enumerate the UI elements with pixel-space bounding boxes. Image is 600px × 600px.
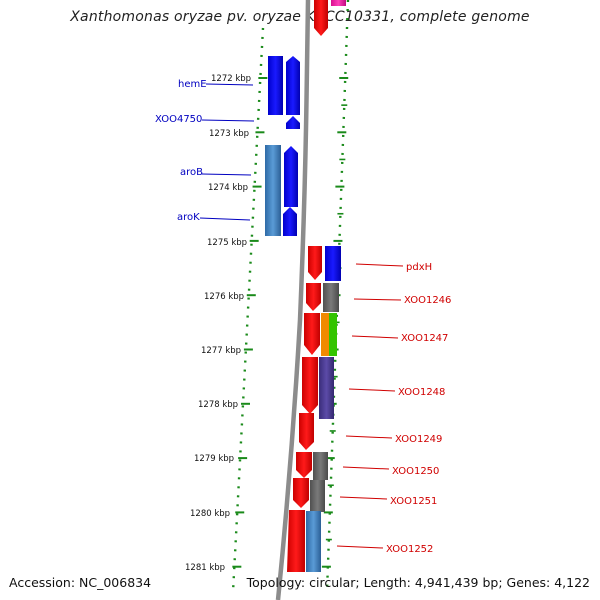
gene-label-xoo1246[interactable]: XOO1246 [404, 295, 451, 306]
leader-line [353, 298, 402, 301]
gene-xoo1249-red[interactable] [299, 413, 314, 450]
gene-pdxH[interactable] [325, 246, 341, 281]
gene-label-pdxH[interactable]: pdxH [406, 262, 432, 273]
gene-label-xoo1249[interactable]: XOO1249 [395, 434, 442, 445]
tick-label: 1278 kbp [198, 400, 238, 410]
gene-label-hemE[interactable]: hemE [178, 79, 207, 90]
forward-strand-genes[interactable] [265, 56, 300, 236]
gene-label-aroB[interactable]: aroB [180, 167, 203, 178]
gene-xoo1250-red[interactable] [296, 452, 312, 478]
tick-label: 1276 kbp [204, 292, 244, 302]
tick-label: 1277 kbp [201, 346, 241, 356]
leader-line [345, 435, 393, 439]
gene-xoo1247-red[interactable] [304, 313, 320, 355]
gene-aroK[interactable] [283, 207, 297, 236]
tick-label: 1280 kbp [190, 509, 230, 519]
gene-xoo1251[interactable] [310, 480, 325, 512]
forward-gene-labels: hemE XOO4750 aroB aroK [155, 79, 255, 223]
leader-line [355, 263, 404, 267]
tick-label: 1274 kbp [208, 183, 248, 193]
gene-label-xoo1250[interactable]: XOO1250 [392, 466, 439, 477]
genome-backbone [275, 0, 311, 600]
gene-top-pink[interactable] [331, 0, 346, 6]
leader-line [339, 496, 388, 500]
leader-line [336, 545, 384, 549]
gene-xoo1246[interactable] [323, 283, 339, 312]
gene-xoo1247-orange[interactable] [321, 313, 329, 356]
genome-summary-text: Topology: circular; Length: 4,941,439 bp… [246, 575, 590, 590]
gene-aroB-block[interactable] [265, 145, 281, 236]
gene-xoo1250[interactable] [313, 452, 328, 480]
tick-label: 1275 kbp [207, 238, 247, 248]
leader-line [199, 217, 251, 221]
tick-label: 1272 kbp [211, 74, 251, 84]
gene-xoo1247-green[interactable] [329, 313, 337, 356]
gene-label-xoo1251[interactable]: XOO1251 [390, 496, 437, 507]
gene-hemE[interactable] [268, 56, 283, 115]
gene-xoo1252-red[interactable] [287, 510, 305, 572]
gene-xoo4750[interactable] [286, 116, 300, 129]
reverse-strand-genes[interactable] [287, 0, 346, 572]
tick-label: 1279 kbp [194, 454, 234, 464]
leader-line [351, 335, 399, 339]
leader-line [348, 388, 396, 392]
tick-label: 1281 kbp [185, 563, 225, 573]
gene-pdxH-red[interactable] [308, 246, 322, 280]
tick-label: 1273 kbp [209, 129, 249, 139]
gene-xoo1251-red[interactable] [293, 478, 309, 508]
leader-line [342, 466, 390, 470]
leader-line [205, 83, 254, 86]
leader-line [201, 119, 255, 122]
accession-text: Accession: NC_006834 [9, 575, 152, 590]
gene-hemE-arrow[interactable] [286, 56, 300, 115]
gene-label-xoo1248[interactable]: XOO1248 [398, 387, 445, 398]
reverse-gene-labels: pdxH XOO1246 XOO1247 XOO1248 XOO1249 XOO… [336, 262, 451, 555]
gene-xoo1248-red[interactable] [302, 357, 318, 414]
leader-line [201, 173, 252, 176]
gene-xoo1246-red[interactable] [306, 283, 321, 311]
gene-xoo1248[interactable] [319, 357, 334, 419]
gene-label-xoo1252[interactable]: XOO1252 [386, 544, 433, 555]
gene-xoo1252[interactable] [306, 511, 321, 572]
gene-label-aroK[interactable]: aroK [177, 212, 200, 223]
gene-label-xoo4750[interactable]: XOO4750 [155, 114, 202, 125]
gene-aroB[interactable] [284, 146, 298, 207]
gene-top-red[interactable] [314, 0, 328, 36]
tick-labels: 1272 kbp 1273 kbp 1274 kbp 1275 kbp 1276… [185, 74, 251, 573]
map-title: Xanthomonas oryzae pv. oryzae KACC10331,… [70, 9, 530, 25]
gene-label-xoo1247[interactable]: XOO1247 [401, 333, 448, 344]
